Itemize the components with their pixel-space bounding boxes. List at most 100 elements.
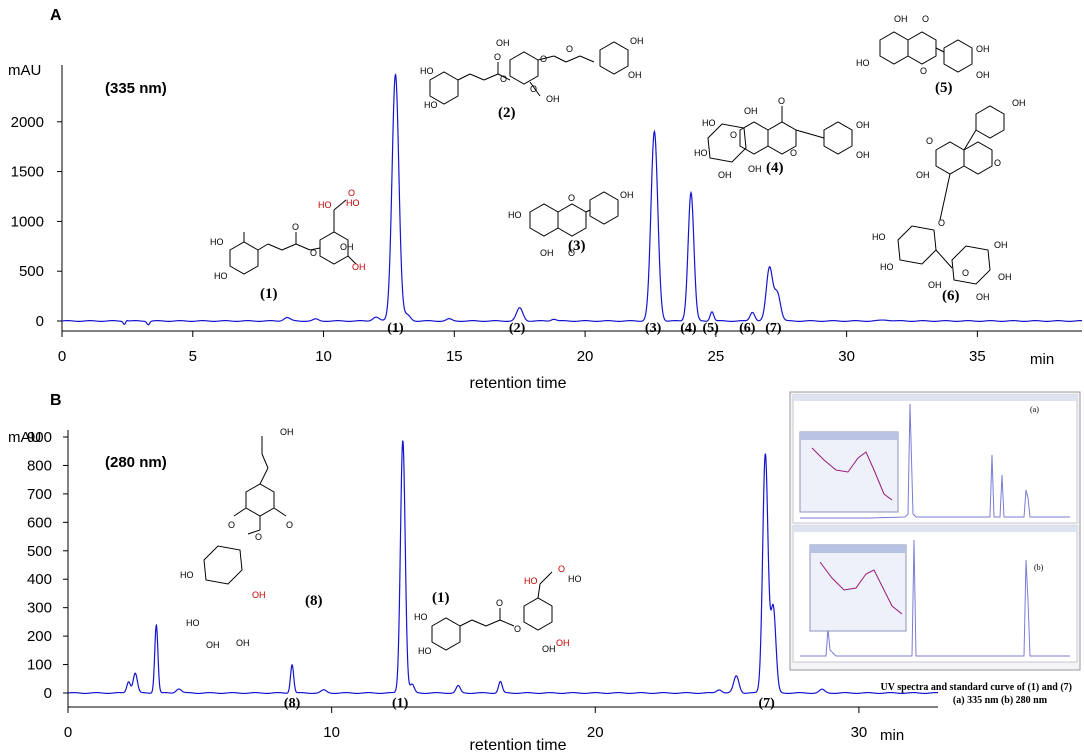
atom-label: OH bbox=[976, 70, 990, 80]
atom-label: OH bbox=[620, 190, 634, 200]
y-tick-label: 600 bbox=[27, 514, 52, 531]
atom-label: O bbox=[922, 14, 929, 24]
atom-label: OH bbox=[496, 38, 510, 48]
atom-label: HO bbox=[568, 574, 582, 584]
atom-label: HO bbox=[318, 200, 332, 210]
y-tick-label: 100 bbox=[27, 657, 52, 674]
atom-label: O bbox=[500, 74, 507, 84]
peak-label: (1) bbox=[392, 696, 409, 711]
atom-label: HO bbox=[424, 100, 438, 110]
atom-label: HO bbox=[702, 118, 716, 128]
inset-b-titlebar bbox=[793, 526, 1077, 532]
inset-b-spectrum-window bbox=[809, 544, 907, 632]
y-tick-label: 2000 bbox=[11, 114, 44, 131]
inset-caption-line-2: (a) 335 nm (b) 280 nm bbox=[953, 695, 1048, 706]
atom-label: OH bbox=[856, 150, 870, 160]
atom-label: OH bbox=[856, 120, 870, 130]
inset-caption-line-1: UV spectra and standard curve of (1) and… bbox=[881, 682, 1072, 693]
x-tick-label: 25 bbox=[708, 348, 725, 365]
x-tick-label: 10 bbox=[323, 724, 340, 741]
y-tick-label: 800 bbox=[27, 457, 52, 474]
panel-b-x-ticks: 0 10 20 30 bbox=[64, 707, 867, 741]
peak-label: (6) bbox=[739, 321, 756, 336]
atom-label: OH bbox=[976, 44, 990, 54]
x-tick-label: 15 bbox=[446, 348, 463, 365]
compound-6-label: (6) bbox=[942, 288, 960, 304]
atom-label: O bbox=[962, 268, 969, 278]
atom-label: OH bbox=[916, 170, 930, 180]
inset-tag-a: (a) bbox=[1030, 405, 1039, 414]
inset-a-titlebar bbox=[793, 395, 1077, 401]
atom-label: HO bbox=[420, 66, 434, 76]
inset-a-spectrum-titlebar bbox=[800, 432, 898, 440]
y-tick-label: 1500 bbox=[11, 164, 44, 181]
panel-b-y-unit: mAU bbox=[8, 429, 41, 446]
panel-a-y-unit: mAU bbox=[8, 62, 41, 79]
peak-label: (2) bbox=[509, 321, 526, 336]
atom-label: O bbox=[926, 136, 933, 146]
atom-label: HO bbox=[214, 271, 228, 281]
atom-label: O bbox=[568, 248, 575, 258]
y-tick-label: 200 bbox=[27, 628, 52, 645]
panel-a-letter: A bbox=[50, 7, 62, 24]
structure-compound-5 bbox=[879, 31, 973, 73]
peak-label: (7) bbox=[765, 321, 782, 336]
panel-a-wavelength: (335 nm) bbox=[105, 80, 167, 97]
atom-label: O bbox=[530, 84, 537, 94]
atom-label: OH bbox=[546, 94, 560, 104]
atom-label: O bbox=[514, 624, 521, 634]
y-tick-label: 500 bbox=[19, 263, 44, 280]
atom-label: O bbox=[778, 96, 785, 106]
x-tick-label: 35 bbox=[969, 348, 986, 365]
compound-8-label: (8) bbox=[305, 593, 323, 609]
inset-b-spectrum-curve bbox=[819, 561, 903, 615]
structure-compound-1-b-atoms: HO HO O O HO OH O HO OH (1) bbox=[414, 564, 582, 656]
panel-a-peak-labels: (1) (2) (3) (4) (5) (6) (7) bbox=[387, 321, 782, 336]
structure-compound-8 bbox=[203, 436, 287, 585]
y-tick-label: 1000 bbox=[11, 213, 44, 230]
atom-label: HO bbox=[694, 148, 708, 158]
atom-label: HO bbox=[186, 618, 200, 628]
atom-label: OH bbox=[894, 14, 908, 24]
atom-label: O bbox=[228, 520, 235, 530]
atom-label: OH bbox=[540, 248, 554, 258]
compound-3-label: (3) bbox=[568, 238, 586, 254]
structure-compound-4 bbox=[707, 106, 853, 163]
atom-label: OH bbox=[236, 638, 250, 648]
y-tick-label: 500 bbox=[27, 543, 52, 560]
peak-label: (5) bbox=[702, 321, 719, 336]
atom-label: O bbox=[292, 222, 299, 232]
structure-compound-1-a bbox=[229, 199, 357, 275]
structure-compound-6-atoms: OH O OH O HO OH O HO OH O OH OH (6) bbox=[872, 98, 1026, 304]
atom-label: HO bbox=[180, 570, 194, 580]
atom-label: OH bbox=[994, 240, 1008, 250]
atom-label: O bbox=[566, 44, 573, 54]
atom-label: OH bbox=[998, 272, 1012, 282]
y-tick-label: 700 bbox=[27, 486, 52, 503]
atom-label: HO bbox=[414, 612, 428, 622]
peak-label: (3) bbox=[645, 321, 662, 336]
atom-label: O bbox=[540, 54, 547, 64]
x-tick-label: 10 bbox=[315, 348, 332, 365]
panel-b-series-trace bbox=[67, 440, 939, 695]
y-tick-label: 300 bbox=[27, 600, 52, 617]
panel-b-x-title: retention time bbox=[470, 737, 567, 753]
x-tick-label: 20 bbox=[577, 348, 594, 365]
atom-label: O bbox=[310, 248, 317, 258]
atom-label: OH bbox=[976, 292, 990, 302]
peak-label: (8) bbox=[284, 696, 301, 711]
panel-b-x-unit: min bbox=[880, 727, 904, 744]
atom-label: O bbox=[920, 66, 927, 76]
y-tick-label: 900 bbox=[27, 429, 52, 446]
structure-compound-2 bbox=[429, 41, 629, 105]
peak-label: (4) bbox=[680, 321, 697, 336]
panel-a-x-ticks: 0 5 10 15 20 25 30 35 bbox=[58, 331, 986, 365]
structure-compound-1-a-atoms: HO HO O O HO OH O HO OH (1) bbox=[210, 188, 366, 302]
atom-label: OH bbox=[1012, 98, 1026, 108]
atom-label: HO bbox=[880, 262, 894, 272]
atom-label: OH bbox=[206, 640, 220, 650]
inset-a-spectrum-curve bbox=[811, 447, 893, 501]
atom-label: OH bbox=[340, 242, 354, 252]
atom-label: OH bbox=[628, 70, 642, 80]
